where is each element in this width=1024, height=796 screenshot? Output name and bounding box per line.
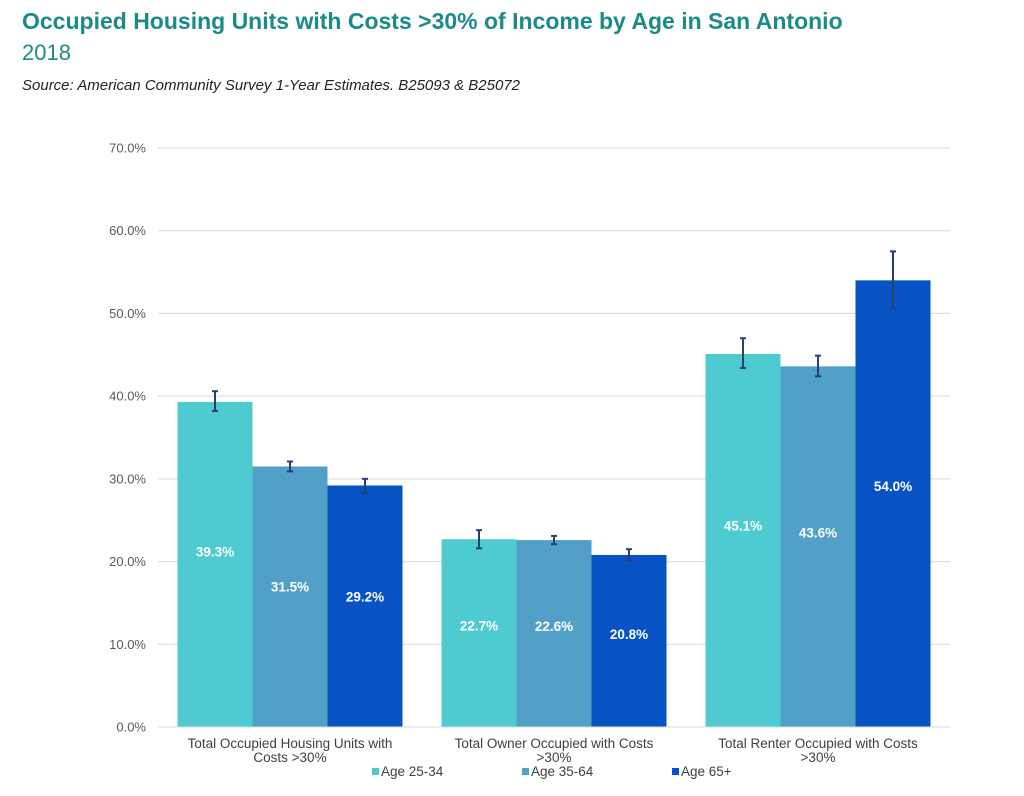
x-category-label: >30% [801,750,836,765]
bar [177,401,253,727]
bar [252,466,328,727]
y-tick-label: 10.0% [109,637,146,652]
chart-source: Source: American Community Survey 1-Year… [22,77,521,94]
legend-label: Age 35-64 [531,764,594,779]
bar [780,366,856,727]
legend-swatch [372,768,379,775]
legend-swatch [672,768,679,775]
bar [516,540,592,727]
x-category-label: Total Occupied Housing Units with [188,736,393,751]
data-label: 22.7% [460,619,498,634]
data-label: 20.8% [610,627,648,642]
data-label: 29.2% [346,590,384,605]
bar [327,485,403,727]
legend-swatch [522,768,529,775]
bar [441,539,517,727]
y-tick-label: 30.0% [109,471,146,486]
y-tick-label: 20.0% [109,554,146,569]
y-tick-label: 60.0% [109,223,146,238]
y-tick-label: 40.0% [109,389,146,404]
legend-label: Age 65+ [681,764,732,779]
y-tick-label: 70.0% [109,141,146,156]
x-category-label: Total Owner Occupied with Costs [455,736,654,751]
bar [855,280,931,727]
bar [591,554,667,727]
data-label: 31.5% [271,579,309,594]
y-tick-label: 50.0% [109,306,146,321]
data-label: 39.3% [196,544,234,559]
legend-label: Age 25-34 [381,764,444,779]
x-category-label: Costs >30% [253,750,326,765]
chart-title: Occupied Housing Units with Costs >30% o… [22,8,843,34]
chart-subtitle: 2018 [22,40,71,65]
data-label: 43.6% [799,525,837,540]
bar [705,353,781,727]
y-tick-label: 0.0% [116,720,146,735]
x-category-label: Total Renter Occupied with Costs [718,736,918,751]
data-label: 54.0% [874,479,912,494]
x-category-label: >30% [537,750,572,765]
data-label: 22.6% [535,619,573,634]
data-label: 45.1% [724,519,762,534]
